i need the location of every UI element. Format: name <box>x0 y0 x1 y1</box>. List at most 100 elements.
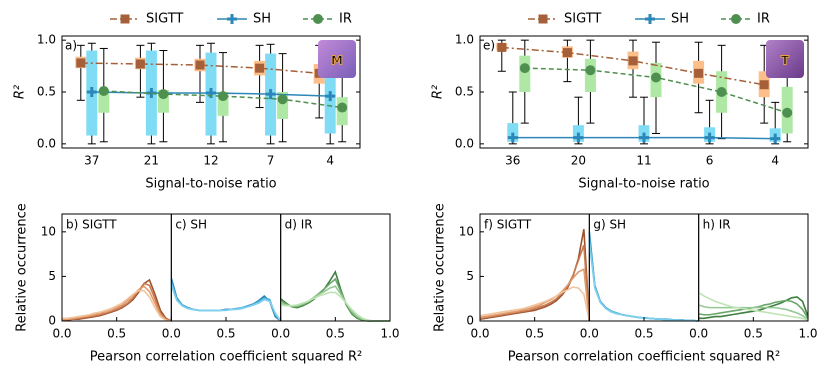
y-axis-label: R² <box>13 85 28 99</box>
density-line <box>588 242 699 322</box>
y-tick-label: 5 <box>48 269 56 283</box>
panel-label: e) <box>483 39 495 53</box>
x-axis-label: Signal-to-noise ratio <box>578 177 709 192</box>
marker <box>227 14 237 24</box>
density-line <box>698 299 809 319</box>
marker <box>573 132 584 143</box>
x-tick-label: 0.0 <box>271 327 290 341</box>
marker <box>218 91 228 102</box>
x-tick-label: 0.0 <box>162 327 181 341</box>
y-tick-label: 1.0 <box>455 33 474 47</box>
x-axis-label: Signal-to-noise ratio <box>145 177 276 192</box>
marker <box>277 94 288 105</box>
marker <box>562 48 572 58</box>
density-line <box>280 277 390 322</box>
y-tick-label: 0.0 <box>37 136 56 150</box>
x-tick-label: 12 <box>203 154 218 168</box>
marker <box>265 89 276 100</box>
marker <box>195 60 205 70</box>
box <box>277 92 289 119</box>
y-tick-label: 5 <box>466 269 474 283</box>
marker <box>770 133 781 144</box>
marker <box>628 56 638 66</box>
legend-label: IR <box>339 12 352 27</box>
x-axis-label: Pearson correlation coefficient squared … <box>508 350 780 365</box>
density-line <box>62 289 172 322</box>
x-tick-label: 7 <box>267 154 275 168</box>
marker <box>120 14 130 24</box>
marker <box>538 14 548 24</box>
marker <box>158 89 169 100</box>
legend-label: SIGTT <box>146 12 183 27</box>
marker <box>731 14 741 24</box>
x-tick-label: 0.5 <box>326 327 345 341</box>
x-tick-label: 0.0 <box>580 327 599 341</box>
density-line <box>170 285 282 322</box>
panel-label: a) <box>65 39 77 53</box>
y-tick-label: 1.0 <box>37 33 56 47</box>
marker <box>645 14 655 24</box>
x-tick-label: 0.0 <box>52 327 71 341</box>
density-line <box>698 291 809 321</box>
marker <box>135 59 145 69</box>
legend-label: IR <box>757 12 770 27</box>
density-line <box>479 244 591 322</box>
box <box>157 89 169 113</box>
y-axis-label: R² <box>431 85 446 99</box>
density-line <box>170 280 282 322</box>
x-tick-label: 36 <box>505 154 520 168</box>
marker <box>694 68 704 78</box>
x-tick-label: 6 <box>706 154 714 168</box>
marker <box>497 42 507 52</box>
x-tick-label: 0.5 <box>525 327 544 341</box>
x-tick-label: 37 <box>84 154 99 168</box>
y-axis-label: Relative occurrence <box>15 203 30 332</box>
box <box>217 92 229 116</box>
x-tick-label: 0.0 <box>470 327 489 341</box>
y-tick-label: 0.5 <box>455 85 474 99</box>
marker <box>507 132 518 143</box>
marker <box>337 102 348 113</box>
density-line <box>62 278 172 322</box>
marker <box>639 132 649 143</box>
inset-letter: M <box>331 54 343 68</box>
x-tick-label: 1.0 <box>380 327 399 341</box>
panel-label: d) IR <box>285 218 313 232</box>
x-tick-label: 20 <box>571 154 586 168</box>
density-line <box>479 268 591 322</box>
inset-image <box>766 40 804 78</box>
marker <box>759 80 769 90</box>
series-line <box>80 62 320 75</box>
x-tick-label: 0.5 <box>216 327 235 341</box>
legend-label: SIGTT <box>564 12 601 27</box>
density-line <box>280 285 390 322</box>
marker <box>651 72 661 83</box>
x-axis-label: Pearson correlation coefficient squared … <box>90 350 362 365</box>
marker <box>86 87 97 97</box>
marker <box>313 14 323 24</box>
legend-label: SH <box>671 12 689 27</box>
y-tick-label: 10 <box>459 224 474 238</box>
y-axis-label: Relative occurrence <box>433 203 448 332</box>
density-line <box>479 286 591 322</box>
marker <box>519 63 530 74</box>
marker <box>704 132 715 143</box>
x-tick-label: 21 <box>144 154 159 168</box>
box <box>519 55 531 92</box>
x-tick-label: 4 <box>326 154 334 168</box>
density-line <box>170 283 282 322</box>
density-line <box>61 282 172 322</box>
marker <box>782 107 793 118</box>
marker <box>98 85 109 96</box>
panel-label: f) SIGTT <box>484 218 532 232</box>
y-tick-label: 0 <box>466 314 474 328</box>
density-line <box>62 285 172 322</box>
panel-label: c) SH <box>175 218 207 232</box>
box <box>584 58 596 92</box>
density-line <box>698 304 809 320</box>
inset-letter: T <box>781 54 790 68</box>
x-tick-label: 1.0 <box>798 327 817 341</box>
x-tick-label: 0.5 <box>107 327 126 341</box>
x-tick-label: 4 <box>771 154 779 168</box>
